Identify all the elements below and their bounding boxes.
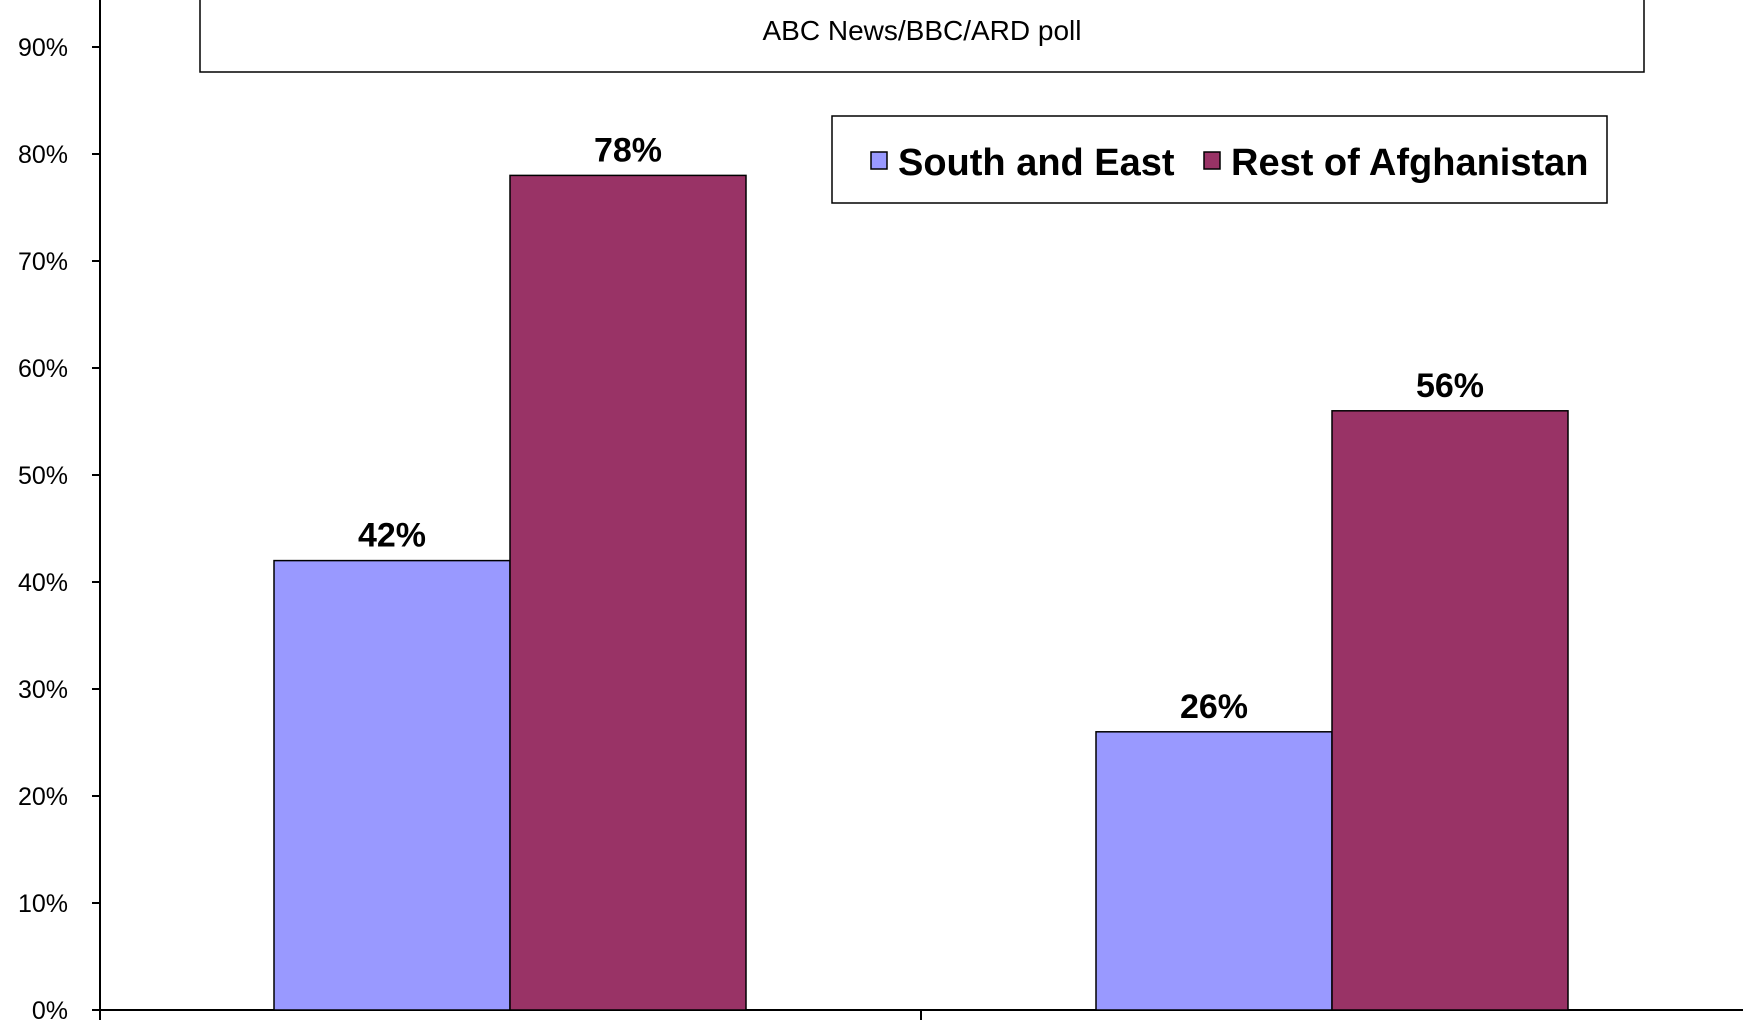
legend-label-south-and-east: South and East bbox=[898, 142, 1175, 184]
y-tick-label: 90% bbox=[18, 34, 68, 62]
bar-value-label: 56% bbox=[1416, 367, 1484, 405]
y-tick-label: 70% bbox=[18, 248, 68, 276]
bar-value-label: 78% bbox=[594, 131, 662, 169]
legend-label-rest-of-afghanistan: Rest of Afghanistan bbox=[1231, 142, 1589, 184]
data-labels-group: 42% 26% 78% 56% bbox=[358, 131, 1484, 725]
bars-group bbox=[273, 174, 1569, 1011]
legend: South and East Rest of Afghanistan bbox=[831, 115, 1608, 204]
bar-rest-of-afghanistan bbox=[1331, 410, 1569, 1011]
y-tick-label: 10% bbox=[18, 890, 68, 918]
y-tick-label: 30% bbox=[18, 676, 68, 704]
bar-south-and-east bbox=[273, 559, 511, 1011]
y-axis-ticks: 0% 10% 20% 30% 40% 50% 60% 70% 80% 90% bbox=[18, 34, 100, 1024]
bar-south-and-east bbox=[1095, 731, 1333, 1011]
legend-swatch-rest-of-afghanistan bbox=[1203, 151, 1221, 170]
bar-value-label: 42% bbox=[358, 517, 426, 555]
y-tick-label: 20% bbox=[18, 783, 68, 811]
chart-subtitle: ABC News/BBC/ARD poll bbox=[763, 15, 1082, 46]
y-tick-label: 0% bbox=[32, 997, 68, 1024]
bar-rest-of-afghanistan bbox=[509, 174, 747, 1011]
title-box bbox=[199, 0, 1645, 73]
y-tick-label: 60% bbox=[18, 355, 68, 383]
y-tick-label: 40% bbox=[18, 569, 68, 597]
legend-swatch-south-and-east bbox=[870, 151, 888, 170]
y-tick-label: 50% bbox=[18, 462, 68, 490]
y-tick-label: 80% bbox=[18, 141, 68, 169]
bar-value-label: 26% bbox=[1180, 688, 1248, 726]
